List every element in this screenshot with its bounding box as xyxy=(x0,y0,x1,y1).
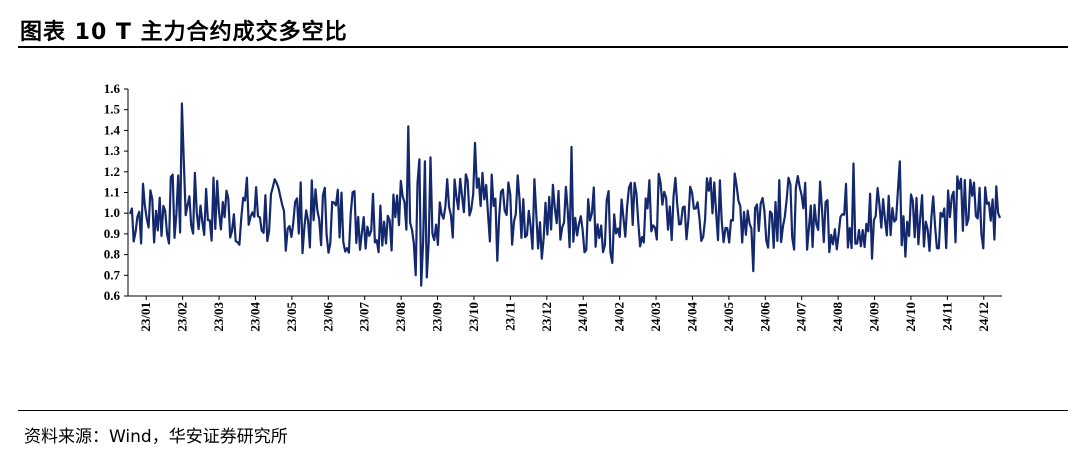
x-tick-label: 23/08 xyxy=(393,302,408,332)
y-tick-label: 1.3 xyxy=(104,143,121,158)
x-tick-label: 23/10 xyxy=(466,302,481,332)
y-tick-label: 1.6 xyxy=(104,81,121,96)
x-tick-label: 24/01 xyxy=(575,302,590,332)
y-tick-label: 0.9 xyxy=(104,226,121,241)
x-tick-label: 24/05 xyxy=(721,302,736,332)
y-tick-label: 0.7 xyxy=(104,267,121,282)
line-chart: 1.61.51.41.31.21.11.00.90.80.70.6 23/01 2… xyxy=(104,81,1002,332)
x-tick-label: 23/04 xyxy=(247,302,262,332)
y-tick-label: 1.5 xyxy=(104,102,121,117)
x-tick-label: 23/02 xyxy=(175,302,190,332)
x-tick-label: 24/08 xyxy=(830,302,845,332)
x-tick-label: 24/03 xyxy=(648,302,663,332)
series-line xyxy=(128,102,1002,287)
x-tick-label: 23/09 xyxy=(430,302,445,332)
y-tick-label: 1.0 xyxy=(104,205,120,220)
x-tick-label: 24/10 xyxy=(903,302,918,332)
x-tick-label: 24/12 xyxy=(976,302,991,332)
x-tick-label: 24/09 xyxy=(867,302,882,332)
x-tick-label: 23/12 xyxy=(539,302,554,332)
x-tick-label: 23/01 xyxy=(138,302,153,332)
source-rule xyxy=(18,410,1068,411)
x-axis-ticks: 23/01 23/02 23/03 23/04 23/05 23/06 23/07 23/08… xyxy=(138,296,991,332)
y-tick-label: 1.1 xyxy=(104,185,120,200)
y-tick-label: 0.6 xyxy=(104,288,121,303)
y-tick-label: 1.4 xyxy=(104,122,121,137)
x-tick-label: 23/03 xyxy=(211,302,226,332)
title-rule xyxy=(18,46,1068,48)
y-axis-ticks: 1.6 1.5 1.4 1.3 1.2 1.1 1.0 0.9 0.8 0.7 0.6 xyxy=(104,81,128,303)
x-tick-label: 24/04 xyxy=(684,302,699,332)
x-tick-label: 24/11 xyxy=(939,302,954,331)
x-tick-label: 24/07 xyxy=(794,302,809,332)
x-tick-label: 24/02 xyxy=(612,302,627,332)
chart-title: 图表 10 T 主力合约成交多空比 xyxy=(20,20,348,45)
x-tick-label: 24/06 xyxy=(757,302,772,332)
x-tick-label: 23/11 xyxy=(502,302,517,331)
x-tick-label: 23/06 xyxy=(320,302,335,332)
x-tick-label: 23/05 xyxy=(284,302,299,332)
y-tick-label: 1.2 xyxy=(104,164,120,179)
series-group xyxy=(128,102,1002,287)
x-tick-label: 23/07 xyxy=(357,302,372,332)
source-note: 资料来源：Wind，华安证券研究所 xyxy=(24,427,288,447)
y-tick-label: 0.8 xyxy=(104,247,121,262)
